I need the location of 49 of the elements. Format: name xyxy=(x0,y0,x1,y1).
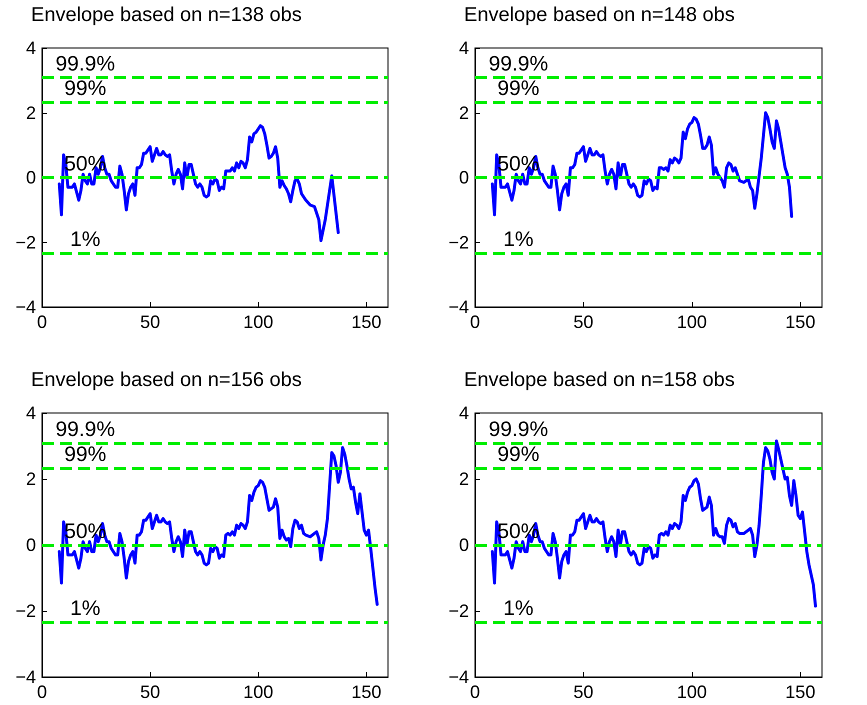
x-tick-label: 100 xyxy=(243,682,274,702)
x-tick-label: 150 xyxy=(351,682,382,702)
y-tick-label: 4 xyxy=(458,403,469,423)
annotation: 1% xyxy=(70,228,100,251)
y-tick-label: −2 xyxy=(448,601,469,621)
y-tick-label: −4 xyxy=(15,667,36,687)
annotation: 99.9% xyxy=(488,52,548,76)
y-tick-label: 4 xyxy=(26,403,36,423)
y-tick-label: 4 xyxy=(26,38,36,58)
y-tick-label: −2 xyxy=(15,601,36,621)
chart-title: Envelope based on n=138 obs xyxy=(31,4,302,26)
line-series xyxy=(490,111,794,218)
annotation: 99.9% xyxy=(55,52,116,76)
x-tick-label: 100 xyxy=(243,312,274,332)
y-tick-label: 0 xyxy=(458,535,469,555)
y-tick-label: 0 xyxy=(26,535,36,555)
x-tick-label: 150 xyxy=(785,312,816,332)
annotation: 99% xyxy=(497,77,540,100)
annotation: 99.9% xyxy=(55,418,116,442)
y-tick-label: 2 xyxy=(26,469,36,489)
y-tick-label: 0 xyxy=(458,168,469,188)
x-tick-label: 50 xyxy=(573,312,594,332)
y-tick-label: 4 xyxy=(458,38,469,58)
annotation: 1% xyxy=(70,596,100,620)
x-tick-label: 100 xyxy=(676,682,707,702)
annotation: 99% xyxy=(64,443,106,466)
annotation: 99% xyxy=(64,77,106,100)
y-tick-label: −4 xyxy=(448,667,469,687)
chart-title: Envelope based on n=148 obs xyxy=(464,4,735,26)
y-tick-label: −4 xyxy=(448,297,469,317)
x-tick-label: 50 xyxy=(140,312,160,332)
x-tick-label: 150 xyxy=(785,682,816,702)
x-tick-label: 150 xyxy=(351,312,382,332)
y-tick-label: −2 xyxy=(448,232,469,252)
y-tick-label: 0 xyxy=(26,168,36,188)
annotation: 99% xyxy=(497,443,540,466)
x-tick-label: 100 xyxy=(676,312,707,332)
y-tick-label: −4 xyxy=(15,297,36,317)
y-tick-label: 2 xyxy=(458,102,469,123)
y-tick-label: −2 xyxy=(15,232,36,252)
annotation: 1% xyxy=(503,596,534,620)
y-tick-label: 2 xyxy=(458,469,469,489)
y-tick-label: 2 xyxy=(26,102,36,123)
annotation: 99.9% xyxy=(488,418,548,442)
annotation: 1% xyxy=(503,228,534,251)
x-tick-label: 50 xyxy=(140,682,160,702)
x-tick-label: 50 xyxy=(573,682,594,702)
chart-title: Envelope based on n=158 obs xyxy=(464,369,735,391)
chart-title: Envelope based on n=156 obs xyxy=(31,369,302,391)
